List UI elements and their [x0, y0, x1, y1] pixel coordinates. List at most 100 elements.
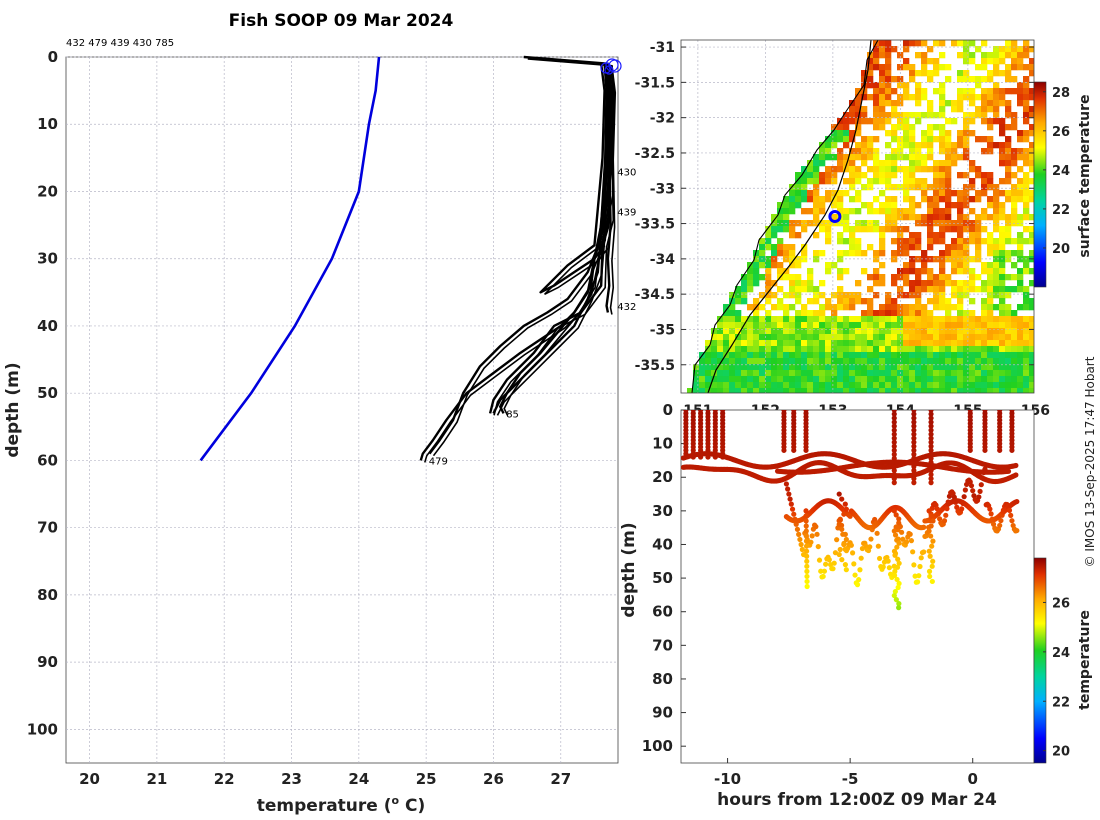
- sst-cell: [873, 310, 880, 317]
- sst-cell: [1011, 76, 1018, 83]
- sst-cell: [813, 160, 820, 167]
- sst-cell: [933, 322, 940, 329]
- sst-cell: [987, 136, 994, 143]
- sst-cell: [1011, 88, 1018, 95]
- sst-cell: [999, 232, 1006, 239]
- sst-cell: [867, 298, 874, 305]
- sst-cell: [729, 316, 736, 323]
- sst-cell: [1023, 376, 1030, 383]
- sst-cell: [717, 382, 724, 389]
- section-point: [872, 516, 878, 523]
- sst-cell: [795, 298, 802, 305]
- sst-cell: [945, 346, 952, 353]
- sst-cell: [699, 358, 706, 365]
- sst-cell: [969, 94, 976, 101]
- sst-cell: [903, 178, 910, 185]
- section-point: [926, 568, 933, 574]
- sst-cell: [873, 82, 880, 89]
- section-point: [979, 475, 986, 481]
- sst-cell: [843, 124, 850, 131]
- sst-cell: [1011, 376, 1018, 383]
- section-point: [814, 531, 820, 537]
- sst-cell: [861, 388, 868, 393]
- sst-cell: [777, 298, 784, 305]
- sst-cell: [717, 328, 724, 335]
- sst-cell: [795, 322, 802, 329]
- sst-cell: [777, 382, 784, 389]
- section-point: [911, 435, 917, 441]
- sst-cell: [957, 94, 964, 101]
- sst-cell: [849, 238, 856, 245]
- sst-cell: [849, 166, 856, 173]
- sst-cell: [825, 346, 832, 353]
- sst-cell: [891, 274, 898, 281]
- sst-cell: [969, 196, 976, 203]
- sst-cell: [831, 292, 838, 299]
- sst-cell: [891, 238, 898, 245]
- sst-cell: [771, 262, 778, 269]
- sst-cell: [903, 58, 910, 65]
- sst-cell: [825, 262, 832, 269]
- sst-cell: [837, 376, 844, 383]
- sst-cell: [993, 106, 1000, 113]
- sst-cell: [957, 358, 964, 365]
- sst-cell: [837, 364, 844, 371]
- sst-cell: [957, 130, 964, 137]
- sst-cell: [927, 382, 934, 389]
- sst-cell: [879, 352, 886, 359]
- sst-cell: [801, 358, 808, 365]
- sst-cell: [879, 46, 886, 53]
- sst-cell: [903, 124, 910, 131]
- sst-cell: [885, 220, 892, 227]
- sst-cell: [1011, 172, 1018, 179]
- section-point: [911, 451, 917, 457]
- section-point: [895, 536, 901, 542]
- sst-cell: [753, 298, 760, 305]
- sst-cell: [909, 160, 916, 167]
- sst-cell: [963, 262, 970, 269]
- sst-cell: [915, 184, 922, 191]
- sst-cell: [861, 376, 868, 383]
- sst-cell: [873, 220, 880, 227]
- sst-cell: [963, 148, 970, 155]
- sst-cell: [975, 346, 982, 353]
- sst-cell: [729, 328, 736, 335]
- sst-cell: [891, 214, 898, 221]
- sst-cell: [999, 346, 1006, 353]
- sst-cell: [1011, 346, 1018, 353]
- sst-cell: [951, 352, 958, 359]
- sst-cell: [879, 178, 886, 185]
- sst-cell: [873, 328, 880, 335]
- sst-cell: [753, 358, 760, 365]
- sst-cell: [885, 346, 892, 353]
- sst-cell: [987, 268, 994, 275]
- sst-cell: [771, 358, 778, 365]
- sst-cell: [939, 298, 946, 305]
- section-point: [997, 447, 1003, 453]
- sst-cell: [1029, 64, 1034, 71]
- sst-cell: [771, 382, 778, 389]
- sst-cell: [789, 340, 796, 347]
- sst-cell: [867, 346, 874, 353]
- sst-cell: [927, 106, 934, 113]
- sst-cell: [819, 196, 826, 203]
- sst-cell: [861, 172, 868, 179]
- sst-cell: [855, 166, 862, 173]
- sst-cell: [873, 370, 880, 377]
- section-point: [977, 488, 983, 494]
- sst-cell: [963, 202, 970, 209]
- sst-cell: [783, 244, 790, 251]
- sst-cell: [987, 292, 994, 299]
- sst-cell: [963, 124, 970, 131]
- sst-cell: [843, 118, 850, 125]
- y-tick-label: 20: [37, 182, 58, 200]
- sst-cell: [849, 364, 856, 371]
- sst-cell: [1029, 334, 1034, 341]
- sst-cell: [789, 382, 796, 389]
- sst-cell: [873, 346, 880, 353]
- section-point: [926, 508, 932, 514]
- section-point: [816, 557, 823, 563]
- sst-cell: [963, 268, 970, 275]
- sst-cell: [939, 142, 946, 149]
- sst-cell: [885, 154, 892, 161]
